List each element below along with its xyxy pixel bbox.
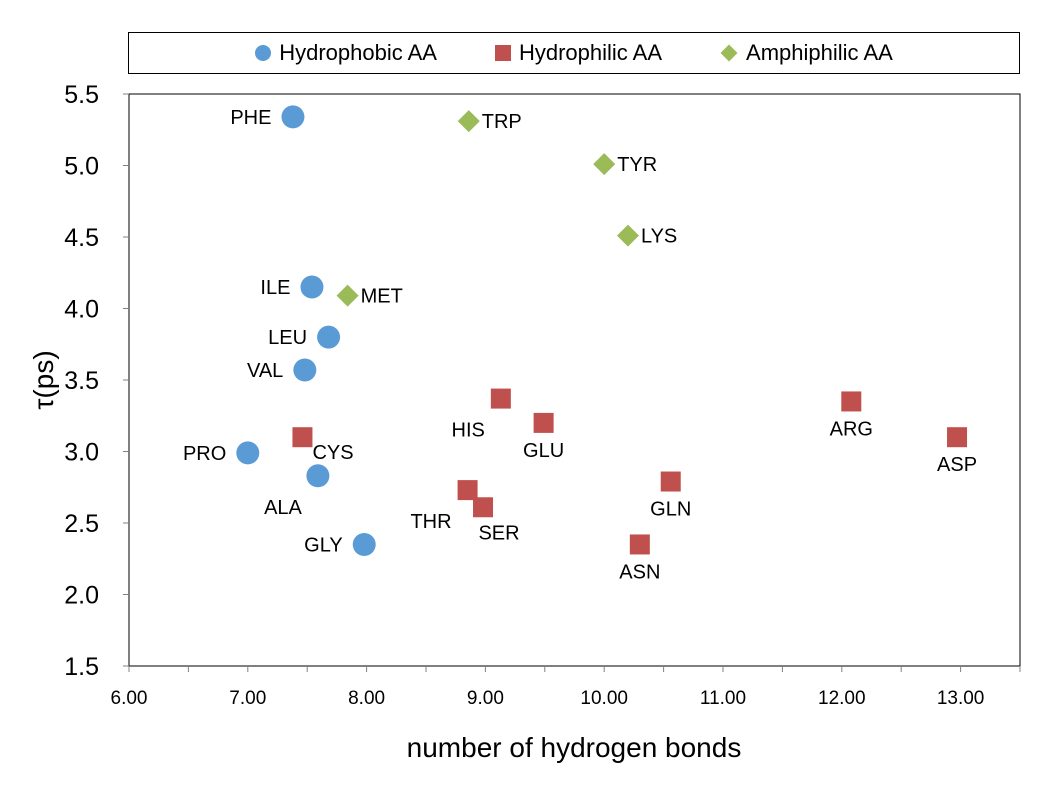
data-label: LYS bbox=[641, 226, 677, 248]
data-point bbox=[457, 110, 480, 133]
legend: Hydrophobic AA Hydrophilic AA Amphiphili… bbox=[128, 32, 1020, 74]
y-tick-label: 5.0 bbox=[64, 153, 99, 181]
x-tick-label: 12.00 bbox=[818, 688, 866, 709]
legend-item-amphiphilic: Amphiphilic AA bbox=[720, 40, 893, 66]
y-tick-label: 1.5 bbox=[64, 653, 99, 681]
data-label: THR bbox=[410, 511, 451, 533]
data-label: CYS bbox=[312, 442, 353, 464]
data-point bbox=[947, 427, 968, 448]
data-point bbox=[490, 388, 511, 409]
data-label: ALA bbox=[264, 497, 302, 519]
data-point bbox=[593, 153, 616, 176]
data-point bbox=[306, 464, 330, 488]
y-tick-label: 4.5 bbox=[64, 224, 99, 252]
legend-label-hydrophobic: Hydrophobic AA bbox=[279, 40, 437, 65]
data-label: ARG bbox=[830, 418, 873, 440]
x-tick-label: 10.00 bbox=[580, 688, 628, 709]
data-label: GLY bbox=[304, 534, 343, 556]
data-point bbox=[616, 224, 639, 247]
data-label: ASN bbox=[619, 561, 660, 583]
legend-item-hydrophobic: Hydrophobic AA bbox=[255, 40, 437, 66]
x-tick-label: 11.00 bbox=[700, 688, 746, 709]
data-point bbox=[841, 391, 862, 412]
x-tick-label: 6.00 bbox=[111, 688, 148, 709]
data-point bbox=[629, 534, 650, 555]
y-tick-label: 5.5 bbox=[64, 81, 99, 109]
data-point bbox=[336, 284, 359, 307]
data-label: SER bbox=[478, 522, 519, 544]
data-label: ILE bbox=[260, 277, 290, 299]
y-tick-label: 3.5 bbox=[64, 367, 99, 395]
data-point bbox=[292, 427, 313, 448]
y-axis-label: τ(ps) bbox=[28, 350, 59, 410]
y-tick-label: 2.0 bbox=[64, 582, 99, 610]
y-tick-label: 3.0 bbox=[64, 439, 99, 467]
data-point bbox=[473, 497, 494, 518]
data-label: ASP bbox=[937, 454, 977, 476]
data-point bbox=[660, 471, 681, 492]
x-tick-label: 8.00 bbox=[348, 688, 385, 709]
data-point bbox=[317, 325, 341, 349]
data-point bbox=[533, 412, 554, 433]
legend-square-marker bbox=[494, 45, 511, 61]
data-label: TYR bbox=[617, 154, 657, 176]
data-point bbox=[457, 480, 478, 501]
data-label: TRP bbox=[482, 111, 522, 133]
y-tick-label: 2.5 bbox=[64, 510, 99, 538]
data-label: VAL bbox=[247, 360, 283, 382]
data-label: MET bbox=[361, 286, 403, 308]
data-label: GLN bbox=[650, 499, 691, 521]
legend-label-amphiphilic: Amphiphilic AA bbox=[746, 40, 893, 65]
x-tick-label: 7.00 bbox=[229, 688, 266, 709]
data-label: PHE bbox=[230, 107, 271, 129]
data-label: LEU bbox=[268, 327, 307, 349]
data-label: HIS bbox=[452, 420, 485, 442]
data-point bbox=[236, 441, 260, 465]
data-point bbox=[293, 358, 317, 382]
legend-circle-marker bbox=[255, 45, 272, 61]
data-point bbox=[352, 532, 376, 556]
x-axis-label: number of hydrogen bonds bbox=[406, 732, 742, 763]
x-tick-label: 9.00 bbox=[467, 688, 504, 709]
legend-item-hydrophilic: Hydrophilic AA bbox=[494, 40, 663, 66]
y-tick-label: 4.0 bbox=[64, 296, 99, 324]
legend-label-hydrophilic: Hydrophilic AA bbox=[518, 40, 663, 65]
data-label: GLU bbox=[523, 440, 564, 462]
data-label: PRO bbox=[183, 443, 226, 465]
data-point bbox=[300, 275, 324, 299]
x-tick-label: 13.00 bbox=[937, 688, 985, 709]
data-point bbox=[281, 105, 305, 129]
